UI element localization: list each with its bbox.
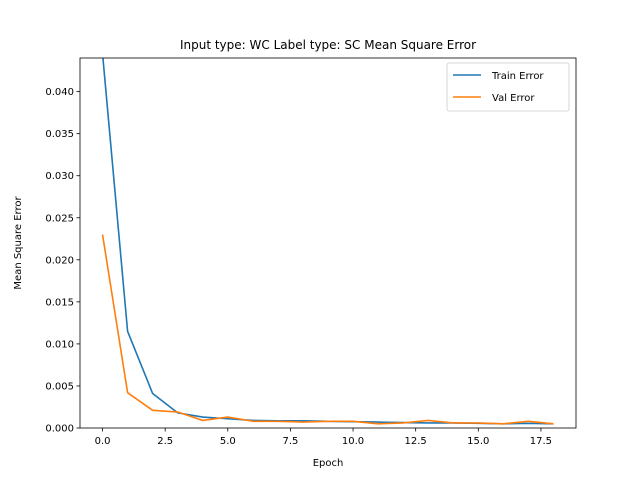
x-tick-label: 2.5 — [157, 436, 173, 447]
x-axis-label: Epoch — [313, 458, 344, 469]
y-axis-label: Mean Square Error — [13, 196, 24, 290]
x-tick-label: 10.0 — [342, 436, 364, 447]
y-tick-label: 0.035 — [45, 129, 74, 140]
y-tick-label: 0.005 — [45, 381, 74, 392]
x-tick-label: 17.5 — [530, 436, 552, 447]
x-tick-label: 5.0 — [220, 436, 236, 447]
y-tick-label: 0.025 — [45, 213, 74, 224]
y-tick-label: 0.030 — [45, 171, 74, 182]
series-layer — [101, 58, 554, 425]
x-tick-label: 7.5 — [282, 436, 298, 447]
y-axis-ticks: 0.000 0.005 0.010 0.015 0.020 0.025 0.030 0.035… — [45, 87, 80, 435]
y-tick-label: 0.010 — [45, 339, 74, 350]
x-tick-label: 12.5 — [405, 436, 427, 447]
x-tick-label: 15.0 — [467, 436, 489, 447]
y-tick-label: 0.000 — [45, 424, 74, 435]
legend: Train Error Val Error — [446, 62, 570, 112]
legend-label-train-error: Train Error — [491, 71, 544, 82]
chart-title: Input type: WC Label type: SC Mean Squar… — [180, 38, 476, 52]
plot-frame — [79, 57, 577, 429]
x-tick-label: 0.0 — [95, 436, 111, 447]
y-tick-label: 0.015 — [45, 297, 74, 308]
series-line-val-error — [101, 234, 554, 425]
legend-label-val-error: Val Error — [492, 93, 535, 104]
y-tick-label: 0.020 — [45, 255, 74, 266]
y-tick-label: 0.040 — [45, 87, 74, 98]
x-axis-ticks: 0.0 2.5 5.0 7.5 10.0 12.5 15.0 17.5 — [95, 428, 552, 447]
